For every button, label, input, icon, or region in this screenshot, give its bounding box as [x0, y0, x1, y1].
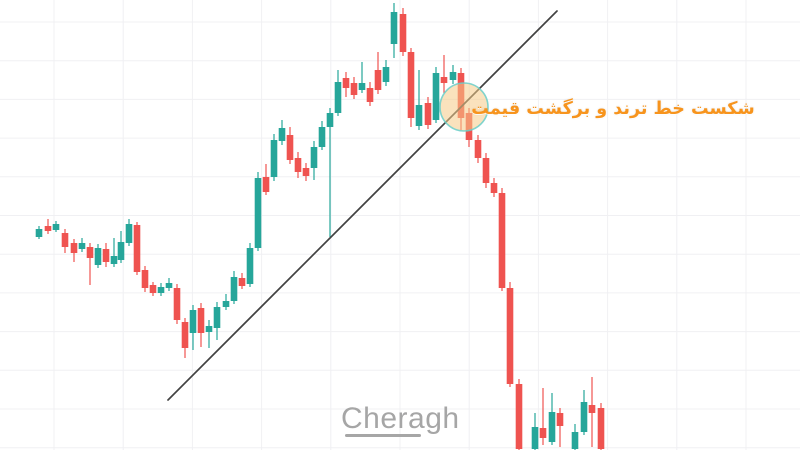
candle	[350, 77, 358, 99]
candle	[548, 393, 556, 445]
candle	[407, 48, 415, 127]
candle	[70, 239, 78, 262]
candle	[374, 52, 382, 94]
watermark-logo: Cheragh	[341, 402, 460, 435]
candle	[149, 282, 157, 296]
candle	[189, 305, 197, 350]
candle	[222, 294, 230, 310]
candle	[238, 273, 246, 289]
candle	[597, 403, 605, 450]
candle	[571, 424, 579, 450]
candle	[482, 153, 490, 188]
candle	[141, 266, 149, 292]
candle	[230, 271, 238, 304]
candle	[205, 320, 213, 348]
candle	[197, 303, 205, 347]
candle	[44, 219, 52, 234]
candle	[326, 108, 334, 237]
candle	[133, 222, 141, 275]
candle	[515, 379, 523, 450]
candle	[498, 188, 506, 291]
candle	[254, 172, 262, 251]
candle	[102, 243, 110, 267]
candle	[117, 231, 125, 263]
candle	[246, 243, 254, 287]
candle	[390, 3, 398, 58]
candle	[61, 229, 69, 253]
candles	[35, 3, 605, 450]
candle	[531, 413, 539, 450]
candle	[310, 141, 318, 180]
candle	[35, 226, 43, 239]
candle	[580, 390, 588, 435]
candle	[432, 67, 440, 123]
candle	[334, 70, 342, 116]
candle	[278, 120, 286, 145]
candle	[286, 127, 294, 164]
candle	[302, 163, 310, 181]
candle	[539, 388, 547, 445]
candle	[588, 377, 596, 447]
candle	[440, 55, 448, 93]
watermark-underline	[345, 434, 421, 437]
candle	[366, 82, 374, 106]
candle	[78, 238, 86, 252]
candle	[318, 121, 326, 150]
breakout-highlight-circle	[439, 82, 489, 132]
candle	[110, 238, 118, 267]
candle	[94, 244, 102, 268]
candle	[358, 62, 366, 93]
candle	[52, 221, 60, 232]
candle	[382, 60, 390, 86]
candle	[157, 283, 165, 296]
candle	[399, 8, 407, 56]
trendline	[167, 10, 558, 401]
candle	[262, 164, 270, 195]
candle	[173, 284, 181, 324]
candle	[424, 97, 432, 129]
candle	[556, 408, 564, 447]
candle	[474, 135, 482, 163]
candle	[294, 152, 302, 178]
candle	[415, 70, 423, 130]
candle	[181, 318, 189, 358]
candle	[506, 282, 514, 387]
annotation-text: شکست خط ترند و برگشت قیمت	[471, 99, 755, 119]
candle	[270, 134, 278, 181]
candle	[213, 302, 221, 340]
candle	[125, 219, 133, 246]
candle	[449, 65, 457, 84]
candle	[86, 243, 94, 285]
candle	[490, 178, 498, 197]
candle	[165, 278, 173, 291]
candle	[342, 72, 350, 97]
